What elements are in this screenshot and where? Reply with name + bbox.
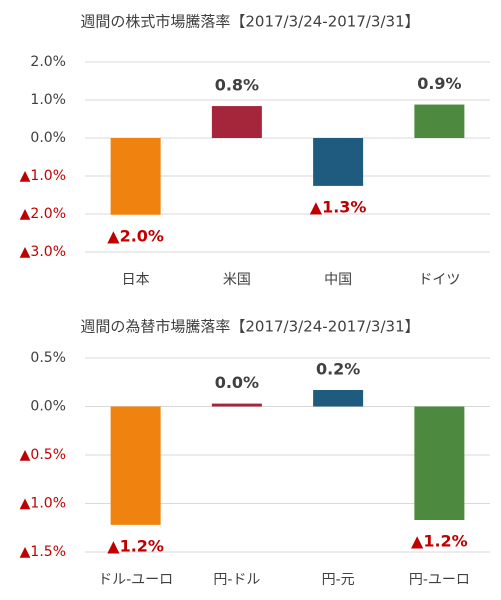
bar xyxy=(414,104,465,138)
x-tick-label: 米国 xyxy=(223,272,251,288)
bar xyxy=(414,406,465,520)
chart-title: 週間の株式市場騰落率【2017/3/24-2017/3/31】 xyxy=(80,13,419,31)
y-tick-label: 2.0% xyxy=(30,54,66,70)
value-label: 0.8% xyxy=(215,76,259,95)
value-label: ▲1.2% xyxy=(411,531,468,550)
x-tick-label: 中国 xyxy=(324,272,352,288)
y-tick-label: ▲1.0% xyxy=(20,168,66,184)
x-tick-label: 円-元 xyxy=(322,572,355,588)
value-label: 0.9% xyxy=(417,74,461,93)
y-tick-label: 0.5% xyxy=(30,350,66,366)
y-tick-label: ▲3.0% xyxy=(20,244,66,260)
bar xyxy=(110,138,161,215)
x-tick-label: ドル-ユーロ xyxy=(98,572,173,588)
y-tick-label: ▲1.5% xyxy=(20,544,66,560)
y-tick-label: 0.0% xyxy=(30,399,66,415)
y-tick-label: 1.0% xyxy=(30,92,66,108)
x-tick-label: 円-ドル xyxy=(213,572,260,588)
y-tick-label: ▲0.5% xyxy=(20,447,66,463)
x-tick-label: ドイツ xyxy=(418,272,460,288)
bar xyxy=(313,138,364,186)
bar xyxy=(211,106,262,138)
chart-title: 週間の為替市場騰落率【2017/3/24-2017/3/31】 xyxy=(80,318,419,336)
value-label: 0.2% xyxy=(316,360,360,379)
bar xyxy=(211,403,262,407)
y-tick-label: ▲2.0% xyxy=(20,206,66,222)
value-label: 0.0% xyxy=(215,373,259,392)
y-tick-label: 0.0% xyxy=(30,130,66,146)
value-label: ▲2.0% xyxy=(107,226,164,245)
value-label: ▲1.2% xyxy=(107,536,164,555)
bar xyxy=(110,406,161,525)
y-tick-label: ▲1.0% xyxy=(20,496,66,512)
x-tick-label: 日本 xyxy=(122,272,150,288)
x-tick-label: 円-ユーロ xyxy=(409,572,470,588)
bar xyxy=(313,390,364,407)
value-label: ▲1.3% xyxy=(310,197,367,216)
